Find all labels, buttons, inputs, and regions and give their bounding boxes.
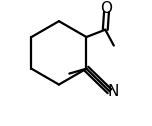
Text: O: O xyxy=(100,1,112,16)
Text: N: N xyxy=(107,84,119,99)
